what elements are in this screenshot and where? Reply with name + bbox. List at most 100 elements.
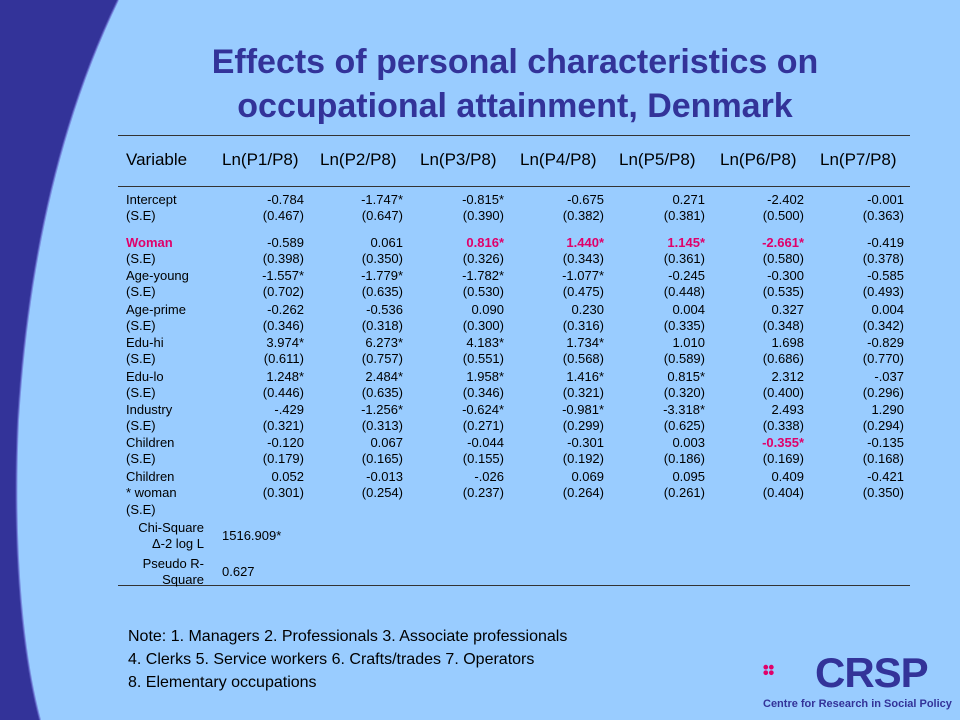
table-cell: -.026 xyxy=(474,469,504,484)
table-cell: (0.398) xyxy=(262,251,304,266)
table-cell: -.037 xyxy=(874,369,904,384)
table-cell: (0.326) xyxy=(462,251,504,266)
table-cell: 0.069 xyxy=(571,469,604,484)
table-cell: 0.067 xyxy=(370,435,403,450)
table-cell: (0.321) xyxy=(262,418,304,433)
row-label: Age-prime xyxy=(126,302,186,317)
table-cell: 3.974* xyxy=(266,335,304,350)
table-cell: -0.981* xyxy=(562,402,604,417)
table-cell: (0.343) xyxy=(562,251,604,266)
table-cell: (0.192) xyxy=(562,451,604,466)
table-cell: 0.230 xyxy=(571,302,604,317)
table-cell: -0.245 xyxy=(668,268,705,283)
stat-label: Square xyxy=(162,572,204,587)
footnote: Note: 1. Managers 2. Professionals 3. As… xyxy=(128,625,567,694)
row-label: (S.E) xyxy=(126,318,156,333)
table-cell: -1.747* xyxy=(361,192,403,207)
table-cell: -.429 xyxy=(274,402,304,417)
table-cell: (0.448) xyxy=(663,284,705,299)
table-cell: (0.338) xyxy=(762,418,804,433)
table-cell: (0.335) xyxy=(663,318,705,333)
table-cell: (0.635) xyxy=(361,385,403,400)
table-cell: 0.327 xyxy=(771,302,804,317)
header-col-4: Ln(P4/P8) xyxy=(520,150,597,169)
table-cell: (0.381) xyxy=(663,208,705,223)
table-cell: (0.635) xyxy=(361,284,403,299)
row-label: (S.E) xyxy=(126,385,156,400)
table-top-rule xyxy=(118,135,910,136)
table-cell: (0.316) xyxy=(562,318,604,333)
header-col-5: Ln(P5/P8) xyxy=(619,150,696,169)
table-cell: (0.467) xyxy=(262,208,304,223)
table-cell: -0.421 xyxy=(867,469,904,484)
table-cell: 0.004 xyxy=(871,302,904,317)
table-cell: 0.004 xyxy=(672,302,705,317)
table-cell: 0.052 xyxy=(271,469,304,484)
table-cell: (0.254) xyxy=(361,485,403,500)
table-cell: (0.346) xyxy=(462,385,504,400)
title-line-2: occupational attainment, Denmark xyxy=(237,87,793,125)
table-header-rule xyxy=(118,186,910,187)
row-label: (S.E) xyxy=(126,208,156,223)
table-cell: -0.013 xyxy=(366,469,403,484)
table-bottom-rule xyxy=(118,585,910,586)
table-cell: -1.557* xyxy=(262,268,304,283)
table-cell: (0.186) xyxy=(663,451,705,466)
row-label: (S.E) xyxy=(126,502,156,517)
table-cell: 2.493 xyxy=(771,402,804,417)
table-cell: (0.348) xyxy=(762,318,804,333)
table-cell: (0.264) xyxy=(562,485,604,500)
table-cell: 1.734* xyxy=(566,335,604,350)
table-cell: 0.271 xyxy=(672,192,705,207)
table-cell: (0.301) xyxy=(262,485,304,500)
table-cell: 0.816* xyxy=(466,235,504,250)
table-cell: (0.400) xyxy=(762,385,804,400)
table-cell: (0.580) xyxy=(762,251,804,266)
table-cell: (0.686) xyxy=(762,351,804,366)
table-cell: 6.273* xyxy=(365,335,403,350)
table-cell: (0.294) xyxy=(862,418,904,433)
table-cell: (0.568) xyxy=(562,351,604,366)
table-cell: -1.256* xyxy=(361,402,403,417)
row-label: (S.E) xyxy=(126,351,156,366)
table-cell: 1.145* xyxy=(667,235,705,250)
slide-title: Effects of personal characteristics on o… xyxy=(120,40,910,128)
footnote-line-1: Note: 1. Managers 2. Professionals 3. As… xyxy=(128,628,568,645)
table-cell: 0.409 xyxy=(771,469,804,484)
table-cell: (0.350) xyxy=(361,251,403,266)
row-label: Children xyxy=(126,469,175,484)
stat-value: 0.627 xyxy=(222,564,255,579)
title-line-1: Effects of personal characteristics on xyxy=(211,43,819,81)
row-label: (S.E) xyxy=(126,284,156,299)
table-cell: -0.829 xyxy=(867,335,904,350)
table-cell: (0.342) xyxy=(862,318,904,333)
table-cell: -0.536 xyxy=(366,302,403,317)
row-label: Woman xyxy=(126,235,173,250)
table-cell: (0.169) xyxy=(762,451,804,466)
table-cell: (0.475) xyxy=(562,284,604,299)
table-cell: (0.382) xyxy=(562,208,604,223)
table-cell: (0.500) xyxy=(762,208,804,223)
stat-label: Δ-2 log L xyxy=(151,536,204,551)
table-cell: (0.350) xyxy=(862,485,904,500)
table-cell: (0.530) xyxy=(462,284,504,299)
table-cell: (0.702) xyxy=(262,284,304,299)
table-cell: (0.363) xyxy=(862,208,904,223)
table-cell: 1.416* xyxy=(566,369,604,384)
footnote-line-2: 4. Clerks 5. Service workers 6. Crafts/t… xyxy=(128,651,535,668)
table-cell: -0.120 xyxy=(267,435,304,450)
table-cell: -0.624* xyxy=(462,402,504,417)
crsp-logo-wordmark: CRSP xyxy=(815,649,929,696)
table-cell: (0.271) xyxy=(462,418,504,433)
table-cell: 0.815* xyxy=(667,369,705,384)
row-label: (S.E) xyxy=(126,451,156,466)
table-cell: (0.261) xyxy=(663,485,705,500)
stat-value: 1516.909* xyxy=(222,528,282,543)
table-cell: -0.301 xyxy=(567,435,604,450)
table-cell: (0.321) xyxy=(562,385,604,400)
table-cell: -3.318* xyxy=(663,402,705,417)
header-col-6: Ln(P6/P8) xyxy=(720,150,797,169)
table-cell: (0.155) xyxy=(462,451,504,466)
table-cell: (0.346) xyxy=(262,318,304,333)
